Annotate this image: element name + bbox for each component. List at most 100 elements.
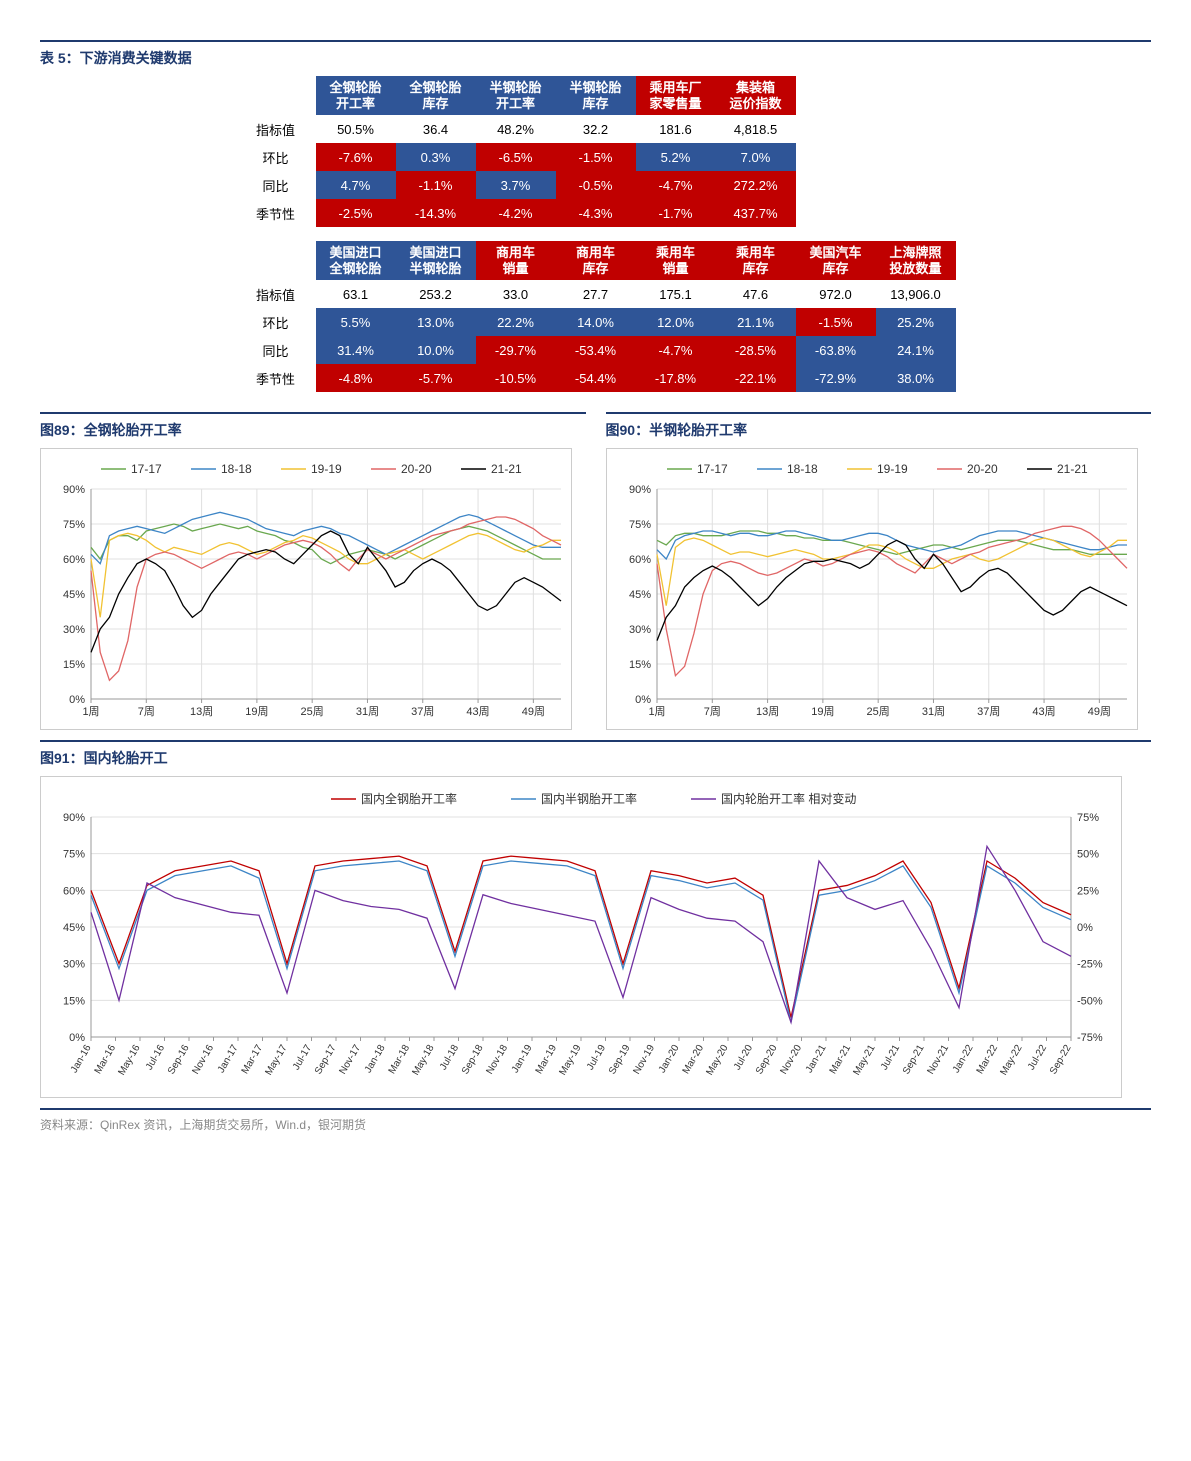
data-cell: 27.7: [556, 280, 636, 308]
svg-text:Jul-22: Jul-22: [1026, 1043, 1049, 1072]
svg-text:7周: 7周: [703, 705, 720, 718]
svg-text:May-17: May-17: [263, 1043, 289, 1078]
data-cell: -28.5%: [716, 336, 796, 364]
svg-text:Mar-17: Mar-17: [240, 1043, 266, 1076]
svg-text:60%: 60%: [628, 554, 650, 566]
svg-text:Nov-21: Nov-21: [925, 1043, 951, 1077]
svg-text:43周: 43周: [466, 705, 489, 718]
svg-text:43周: 43周: [1032, 705, 1055, 718]
svg-text:Jan-19: Jan-19: [510, 1043, 535, 1075]
svg-text:17-17: 17-17: [697, 462, 728, 476]
data-cell: 31.4%: [316, 336, 396, 364]
col-header: 半钢轮胎开工率: [476, 76, 556, 115]
svg-text:国内轮胎开工率 相对变动: 国内轮胎开工率 相对变动: [721, 791, 856, 806]
svg-text:Sep-17: Sep-17: [313, 1043, 339, 1077]
svg-text:25周: 25周: [866, 705, 889, 718]
chart-89: 0%15%30%45%60%75%90%1周7周13周19周25周31周37周4…: [40, 448, 572, 730]
svg-text:37周: 37周: [977, 705, 1000, 718]
svg-text:25%: 25%: [1077, 886, 1099, 898]
svg-text:May-16: May-16: [116, 1043, 142, 1078]
data-cell: -6.5%: [476, 143, 556, 171]
col-header: 商用车库存: [556, 241, 636, 280]
svg-text:Jan-22: Jan-22: [951, 1043, 976, 1075]
svg-text:Sep-22: Sep-22: [1048, 1043, 1074, 1077]
data-cell: -1.5%: [796, 308, 876, 336]
chart90-title: 图90：半钢轮胎开工率: [606, 412, 1152, 440]
data-cell: 972.0: [796, 280, 876, 308]
svg-text:90%: 90%: [63, 812, 85, 824]
data-cell: 38.0%: [876, 364, 956, 392]
data-cell: 5.5%: [316, 308, 396, 336]
svg-text:31周: 31周: [921, 705, 944, 718]
svg-text:-25%: -25%: [1077, 959, 1103, 971]
data-cell: 181.6: [636, 115, 716, 143]
svg-text:1周: 1周: [648, 705, 665, 718]
col-header: 商用车销量: [476, 241, 556, 280]
svg-text:20-20: 20-20: [401, 462, 432, 476]
data-cell: -72.9%: [796, 364, 876, 392]
svg-text:Nov-18: Nov-18: [484, 1043, 510, 1077]
svg-text:Nov-16: Nov-16: [190, 1043, 216, 1077]
row-label: 环比: [236, 143, 316, 171]
data-cell: -7.6%: [316, 143, 396, 171]
data-cell: 3.7%: [476, 171, 556, 199]
row-label: 指标值: [236, 280, 316, 308]
data-cell: 14.0%: [556, 308, 636, 336]
svg-text:Mar-16: Mar-16: [93, 1043, 119, 1076]
svg-text:75%: 75%: [1077, 812, 1099, 824]
data-cell: -10.5%: [476, 364, 556, 392]
svg-text:0%: 0%: [1077, 922, 1093, 934]
svg-text:20-20: 20-20: [967, 462, 998, 476]
svg-text:Jul-18: Jul-18: [438, 1043, 461, 1072]
data-cell: 33.0: [476, 280, 556, 308]
row-label: 季节性: [236, 199, 316, 227]
svg-text:Nov-20: Nov-20: [778, 1043, 804, 1077]
col-header: 集装箱运价指数: [716, 76, 796, 115]
row-label: 指标值: [236, 115, 316, 143]
svg-text:Nov-17: Nov-17: [337, 1043, 363, 1077]
data-cell: 32.2: [556, 115, 636, 143]
svg-text:0%: 0%: [69, 694, 85, 706]
svg-text:37周: 37周: [411, 705, 434, 718]
svg-text:Mar-20: Mar-20: [681, 1043, 707, 1076]
svg-text:May-20: May-20: [704, 1043, 730, 1078]
row-label: 同比: [236, 336, 316, 364]
data-cell: -4.2%: [476, 199, 556, 227]
data-cell: 10.0%: [396, 336, 476, 364]
data-cell: -4.7%: [636, 336, 716, 364]
svg-text:Sep-18: Sep-18: [460, 1043, 486, 1077]
svg-text:Sep-16: Sep-16: [166, 1043, 192, 1077]
svg-text:Nov-19: Nov-19: [631, 1043, 657, 1077]
svg-text:13周: 13周: [190, 705, 213, 718]
data-cell: 4.7%: [316, 171, 396, 199]
data-table-1: 全钢轮胎开工率全钢轮胎库存半钢轮胎开工率半钢轮胎库存乘用车厂家零售量集装箱运价指…: [236, 76, 956, 392]
svg-text:19-19: 19-19: [311, 462, 342, 476]
svg-text:7周: 7周: [138, 705, 155, 718]
svg-text:May-18: May-18: [410, 1043, 436, 1078]
svg-text:15%: 15%: [63, 996, 85, 1008]
svg-text:31周: 31周: [356, 705, 379, 718]
data-cell: 12.0%: [636, 308, 716, 336]
svg-text:Jan-17: Jan-17: [216, 1043, 241, 1075]
data-cell: 13,906.0: [876, 280, 956, 308]
col-header: 全钢轮胎开工率: [316, 76, 396, 115]
svg-text:Jan-20: Jan-20: [657, 1043, 682, 1075]
svg-text:18-18: 18-18: [787, 462, 818, 476]
svg-text:45%: 45%: [63, 589, 85, 601]
svg-text:Jan-18: Jan-18: [363, 1043, 388, 1075]
data-cell: -4.3%: [556, 199, 636, 227]
svg-text:19周: 19周: [245, 705, 268, 718]
svg-text:21-21: 21-21: [491, 462, 522, 476]
svg-text:0%: 0%: [69, 1032, 85, 1044]
data-cell: 175.1: [636, 280, 716, 308]
row-label: 同比: [236, 171, 316, 199]
svg-text:25周: 25周: [301, 705, 324, 718]
svg-text:49周: 49周: [1087, 705, 1110, 718]
data-cell: 50.5%: [316, 115, 396, 143]
data-cell: -29.7%: [476, 336, 556, 364]
svg-text:-75%: -75%: [1077, 1032, 1103, 1044]
chart89-title: 图89：全钢轮胎开工率: [40, 412, 586, 440]
svg-text:-50%: -50%: [1077, 996, 1103, 1008]
row-label: 季节性: [236, 364, 316, 392]
data-cell: 47.6: [716, 280, 796, 308]
